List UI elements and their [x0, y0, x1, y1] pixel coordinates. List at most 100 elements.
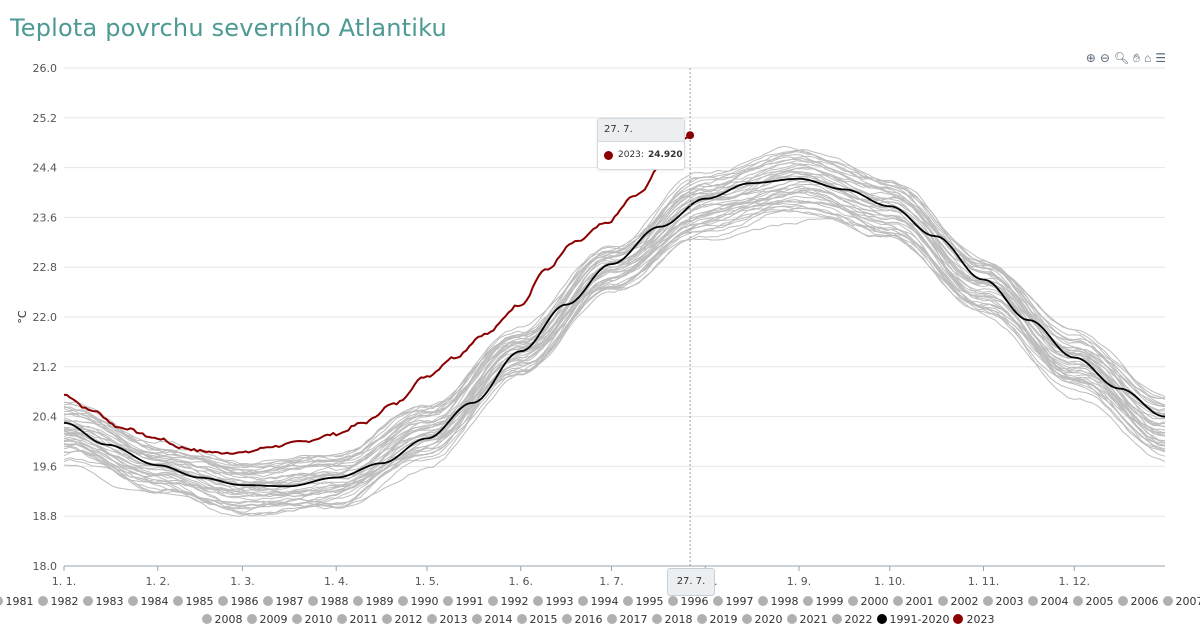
legend-item-2002[interactable]: 2002 [937, 595, 979, 608]
legend-item-2006[interactable]: 2006 [1117, 594, 1159, 608]
legend-item-2019[interactable]: 2019 [696, 613, 738, 626]
legend-item-2011[interactable]: 2011 [336, 612, 378, 626]
legend-label: 2001 [905, 594, 934, 608]
legend-dot [336, 614, 347, 624]
legend-dot [937, 596, 948, 606]
legend-dot [786, 614, 797, 624]
legend-item-1997[interactable]: 1997 [712, 595, 754, 608]
legend-dot [1072, 596, 1083, 606]
mean-line [63, 177, 1166, 488]
legend-item-2001[interactable]: 2001 [892, 594, 934, 608]
tooltip-row: 2023: 24.920 [598, 142, 684, 160]
menu-icon[interactable]: ☰ [1155, 51, 1166, 65]
year-line-2019 [63, 186, 1166, 494]
legend-dot [291, 614, 302, 624]
legend-dot [307, 596, 318, 606]
legend-item-1986[interactable]: 1986 [217, 595, 259, 608]
legend-item-1998[interactable]: 1998 [757, 595, 799, 608]
y-tick-label: 22.8 [33, 261, 58, 274]
legend-item-2014[interactable]: 2014 [471, 613, 513, 626]
legend-item-2016[interactable]: 2016 [561, 613, 603, 626]
legend-item-1985[interactable]: 1985 [172, 595, 214, 608]
legend-item-2003[interactable]: 2003 [982, 595, 1024, 608]
legend-dot [892, 596, 903, 606]
legend-label: 2015 [529, 612, 558, 626]
legend-label: 1999 [815, 594, 844, 608]
legend-item-2020[interactable]: 2020 [741, 613, 783, 626]
legend-item-1996[interactable]: 1996 [667, 594, 709, 608]
legend-item-2015[interactable]: 2015 [516, 612, 558, 626]
legend-item-1994[interactable]: 1994 [577, 595, 619, 608]
legend-item-1990[interactable]: 1990 [397, 595, 439, 608]
year-line-1997 [63, 205, 1166, 513]
x-axis: 1. 1.1. 2.1. 3.1. 4.1. 5.1. 6.1. 7.1. 8.… [52, 566, 1090, 588]
legend-item-1987[interactable]: 1987 [262, 595, 304, 608]
legend-item-2017[interactable]: 2017 [606, 613, 648, 626]
legend-item-2008[interactable]: 2008 [201, 613, 243, 626]
legend-item-1999[interactable]: 1999 [802, 594, 844, 608]
legend-dot [876, 614, 887, 624]
legend-item-2018[interactable]: 2018 [651, 613, 693, 626]
legend-dot [172, 596, 183, 606]
y-tick-label: 25.2 [33, 112, 58, 125]
legend-item-mean[interactable]: 1991-2020 [876, 612, 950, 626]
legend-dot [561, 614, 572, 624]
legend-item-2021[interactable]: 2021 [786, 612, 828, 626]
legend-item-2000[interactable]: 2000 [847, 594, 889, 608]
line-chart[interactable]: 18.0 18.8 19.6 20.4 21.2 22.0 22.8 23.6 24.4 25.2… [0, 0, 1200, 600]
legend-item-2013[interactable]: 2013 [426, 613, 468, 626]
legend-label: 2000 [860, 594, 889, 608]
year-line-2014 [63, 208, 1166, 518]
legend-dot [741, 614, 752, 624]
legend-item-2022[interactable]: 2022 [831, 613, 873, 626]
legend-item-1984[interactable]: 1984 [127, 595, 169, 608]
year-line-1994 [63, 176, 1166, 492]
legend-label: 1989 [365, 594, 394, 608]
legend-item-1992[interactable]: 1992 [487, 595, 529, 608]
legend-item-1988[interactable]: 1988 [307, 595, 349, 608]
legend-label: 1996 [680, 594, 709, 608]
legend-dot [622, 596, 633, 606]
legend-label: 1981 [5, 594, 34, 608]
year-line-2010 [64, 171, 1165, 490]
hand-icon[interactable]: ✋︎ [1133, 51, 1140, 65]
legend-row-2: 2008 2009 2010 2011 2012 2013 2014 2015 2016 2017… [0, 610, 1200, 628]
legend-item-1993[interactable]: 1993 [532, 595, 574, 608]
legend-item-1983[interactable]: 1983 [82, 595, 124, 608]
year-line-2005 [63, 199, 1166, 507]
legend-label: 1991-2020 [889, 612, 950, 626]
zoom-in-icon[interactable]: ⊕ [1085, 51, 1096, 65]
legend-item-2012[interactable]: 2012 [381, 613, 423, 626]
legend-item-1981[interactable]: 1981 [0, 595, 34, 608]
tooltip: 27. 7. 2023: 24.920 [597, 118, 685, 170]
legend-label: 2021 [799, 612, 828, 626]
legend-dot [201, 614, 212, 624]
legend-item-2010[interactable]: 2010 [291, 613, 333, 626]
legend-dot [1117, 596, 1128, 606]
legend-item-2009[interactable]: 2009 [246, 613, 288, 626]
legend-item-2007[interactable]: 2007 [1162, 595, 1200, 608]
x-tick-label: 1. 6. [508, 575, 533, 588]
legend-label: 2005 [1085, 594, 1114, 608]
legend-label: 2006 [1130, 594, 1159, 608]
legend-dot [606, 614, 617, 624]
legend-dot [516, 614, 527, 624]
y-tick-label: 21.2 [33, 361, 58, 374]
zoom-out-icon[interactable]: ⊖ [1099, 51, 1110, 65]
home-icon[interactable]: ⌂ [1143, 51, 1152, 65]
legend-label: 2011 [349, 612, 378, 626]
legend-item-2004[interactable]: 2004 [1027, 595, 1069, 608]
legend-item-2005[interactable]: 2005 [1072, 594, 1114, 608]
legend-item-1991[interactable]: 1991 [442, 595, 484, 608]
crosshair-x-label: 27. 7. [667, 568, 715, 596]
legend-item-1995[interactable]: 1995 [622, 595, 664, 608]
legend-item-1989[interactable]: 1989 [352, 594, 394, 608]
tooltip-series-name: 2023: [618, 150, 644, 160]
y-tick-label: 23.6 [33, 211, 58, 224]
year-line-2008 [63, 160, 1166, 474]
highlight-point[interactable] [686, 131, 695, 140]
legend-item-1982[interactable]: 1982 [37, 595, 79, 608]
magnifier-icon[interactable]: 🔍︎ [1113, 51, 1130, 65]
legend-dot [0, 596, 3, 606]
legend-item-2023[interactable]: 2023 [953, 613, 994, 626]
